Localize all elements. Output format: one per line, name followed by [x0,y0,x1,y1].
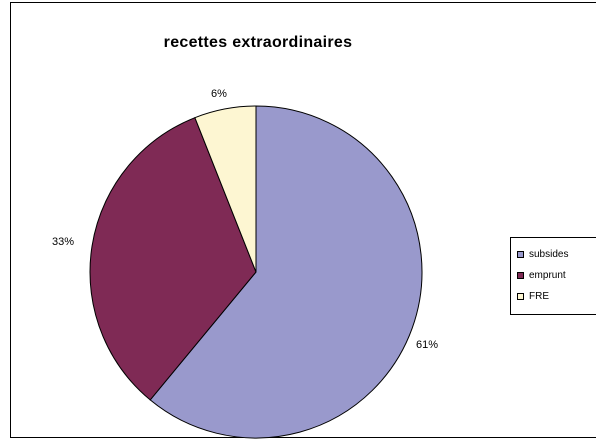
pie-slice-emprunt [89,117,257,401]
legend-label-subsides: subsides [529,249,569,260]
data-label-subsides: 61% [416,339,439,351]
legend-swatch-emprunt [517,272,524,279]
legend: subsides emprunt FRE [510,237,596,315]
pie-slice-subsides [149,105,423,439]
legend-swatch-subsides [517,251,524,258]
legend-swatch-fre [517,293,524,300]
data-label-emprunt: 33% [52,236,75,248]
legend-label-fre: FRE [529,291,549,302]
data-label-fre: 6% [211,88,227,100]
chart-title: recettes extraordinaires [163,34,353,51]
legend-label-emprunt: emprunt [529,270,566,281]
legend-item-fre: FRE [517,286,596,307]
legend-item-emprunt: emprunt [517,265,596,286]
legend-item-subsides: subsides [517,244,596,265]
pie-slice-fre [194,105,257,273]
